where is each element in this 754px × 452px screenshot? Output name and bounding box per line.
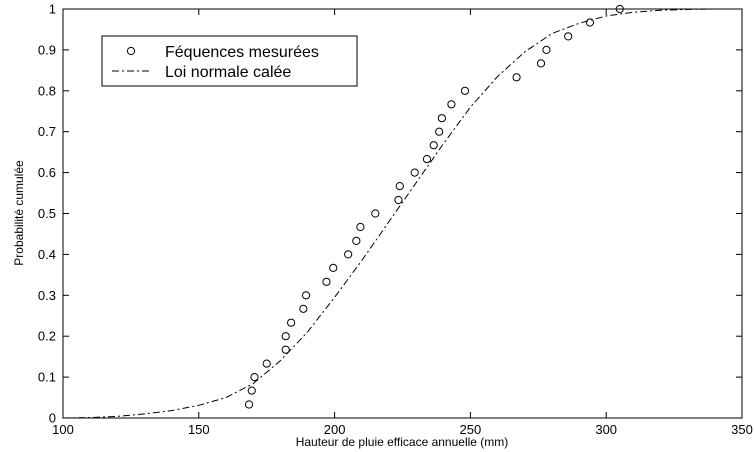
legend-label-normal: Loi normale calée bbox=[165, 64, 291, 81]
data-point-measured bbox=[394, 195, 403, 205]
y-tick-label: 0.1 bbox=[38, 370, 56, 385]
data-point-measured bbox=[281, 332, 290, 341]
data-point-measured bbox=[542, 45, 551, 55]
data-point-measured bbox=[395, 182, 404, 191]
data-point-measured bbox=[301, 291, 311, 300]
legend-label-measured: Féquences mesurées bbox=[165, 44, 319, 61]
data-point-measured bbox=[356, 222, 365, 232]
data-point-measured bbox=[615, 4, 624, 14]
y-axis-label: Probabilité cumulée bbox=[12, 160, 26, 266]
data-point-measured bbox=[262, 359, 271, 368]
data-point-measured bbox=[437, 114, 446, 123]
data-point-measured bbox=[564, 32, 573, 41]
data-point-measured bbox=[371, 209, 380, 218]
data-point-measured bbox=[247, 386, 256, 395]
data-point-measured bbox=[435, 127, 444, 136]
legend-marker-circle bbox=[126, 46, 136, 56]
data-point-measured bbox=[244, 400, 254, 409]
x-tick-label: 250 bbox=[460, 422, 482, 437]
data-point-measured bbox=[329, 263, 338, 272]
data-point-measured bbox=[410, 168, 419, 177]
data-point-measured bbox=[460, 86, 470, 95]
data-point-measured bbox=[287, 318, 296, 327]
series-line-normal-fit bbox=[62, 8, 742, 419]
data-point-measured bbox=[447, 100, 456, 109]
y-tick-label: 0.8 bbox=[38, 83, 56, 98]
data-point-measured bbox=[344, 250, 353, 259]
data-point-measured bbox=[250, 373, 259, 382]
data-point-measured bbox=[512, 73, 521, 82]
legend: Féquences mesurées Loi normale calée bbox=[101, 35, 358, 87]
data-point-measured bbox=[322, 277, 331, 286]
x-tick-label: 200 bbox=[324, 422, 346, 437]
data-point-measured bbox=[352, 236, 361, 245]
y-tick-label: 0 bbox=[49, 411, 56, 426]
x-tick-label: 300 bbox=[595, 422, 617, 437]
data-point-measured bbox=[422, 155, 432, 164]
y-tick-label: 0.6 bbox=[38, 165, 56, 180]
y-tick-label: 0.2 bbox=[38, 329, 56, 344]
y-axis: 0 0.1 0.2 0.3 0.4 0.5 0.6 0.7 0.8 0.9 1 bbox=[38, 2, 742, 426]
x-tick-label: 150 bbox=[188, 422, 210, 437]
data-point-measured bbox=[429, 141, 438, 150]
x-tick-label: 350 bbox=[731, 422, 753, 437]
x-tick-label: 100 bbox=[52, 422, 74, 437]
y-tick-label: 1 bbox=[49, 2, 56, 17]
data-point-measured bbox=[299, 304, 308, 313]
y-tick-label: 0.5 bbox=[38, 206, 56, 221]
x-axis: 100 150 200 250 300 350 bbox=[52, 9, 753, 437]
y-tick-label: 0.7 bbox=[38, 124, 56, 139]
legend-box bbox=[101, 35, 358, 87]
y-tick-label: 0.9 bbox=[38, 42, 56, 57]
data-point-measured bbox=[281, 345, 290, 354]
y-tick-label: 0.4 bbox=[38, 247, 56, 262]
data-point-measured bbox=[585, 18, 595, 27]
y-tick-label: 0.3 bbox=[38, 288, 56, 303]
data-point-measured bbox=[536, 59, 546, 68]
plot-area bbox=[62, 4, 742, 419]
x-axis-label: Hauteur de pluie efficace annuelle (mm) bbox=[296, 435, 509, 449]
